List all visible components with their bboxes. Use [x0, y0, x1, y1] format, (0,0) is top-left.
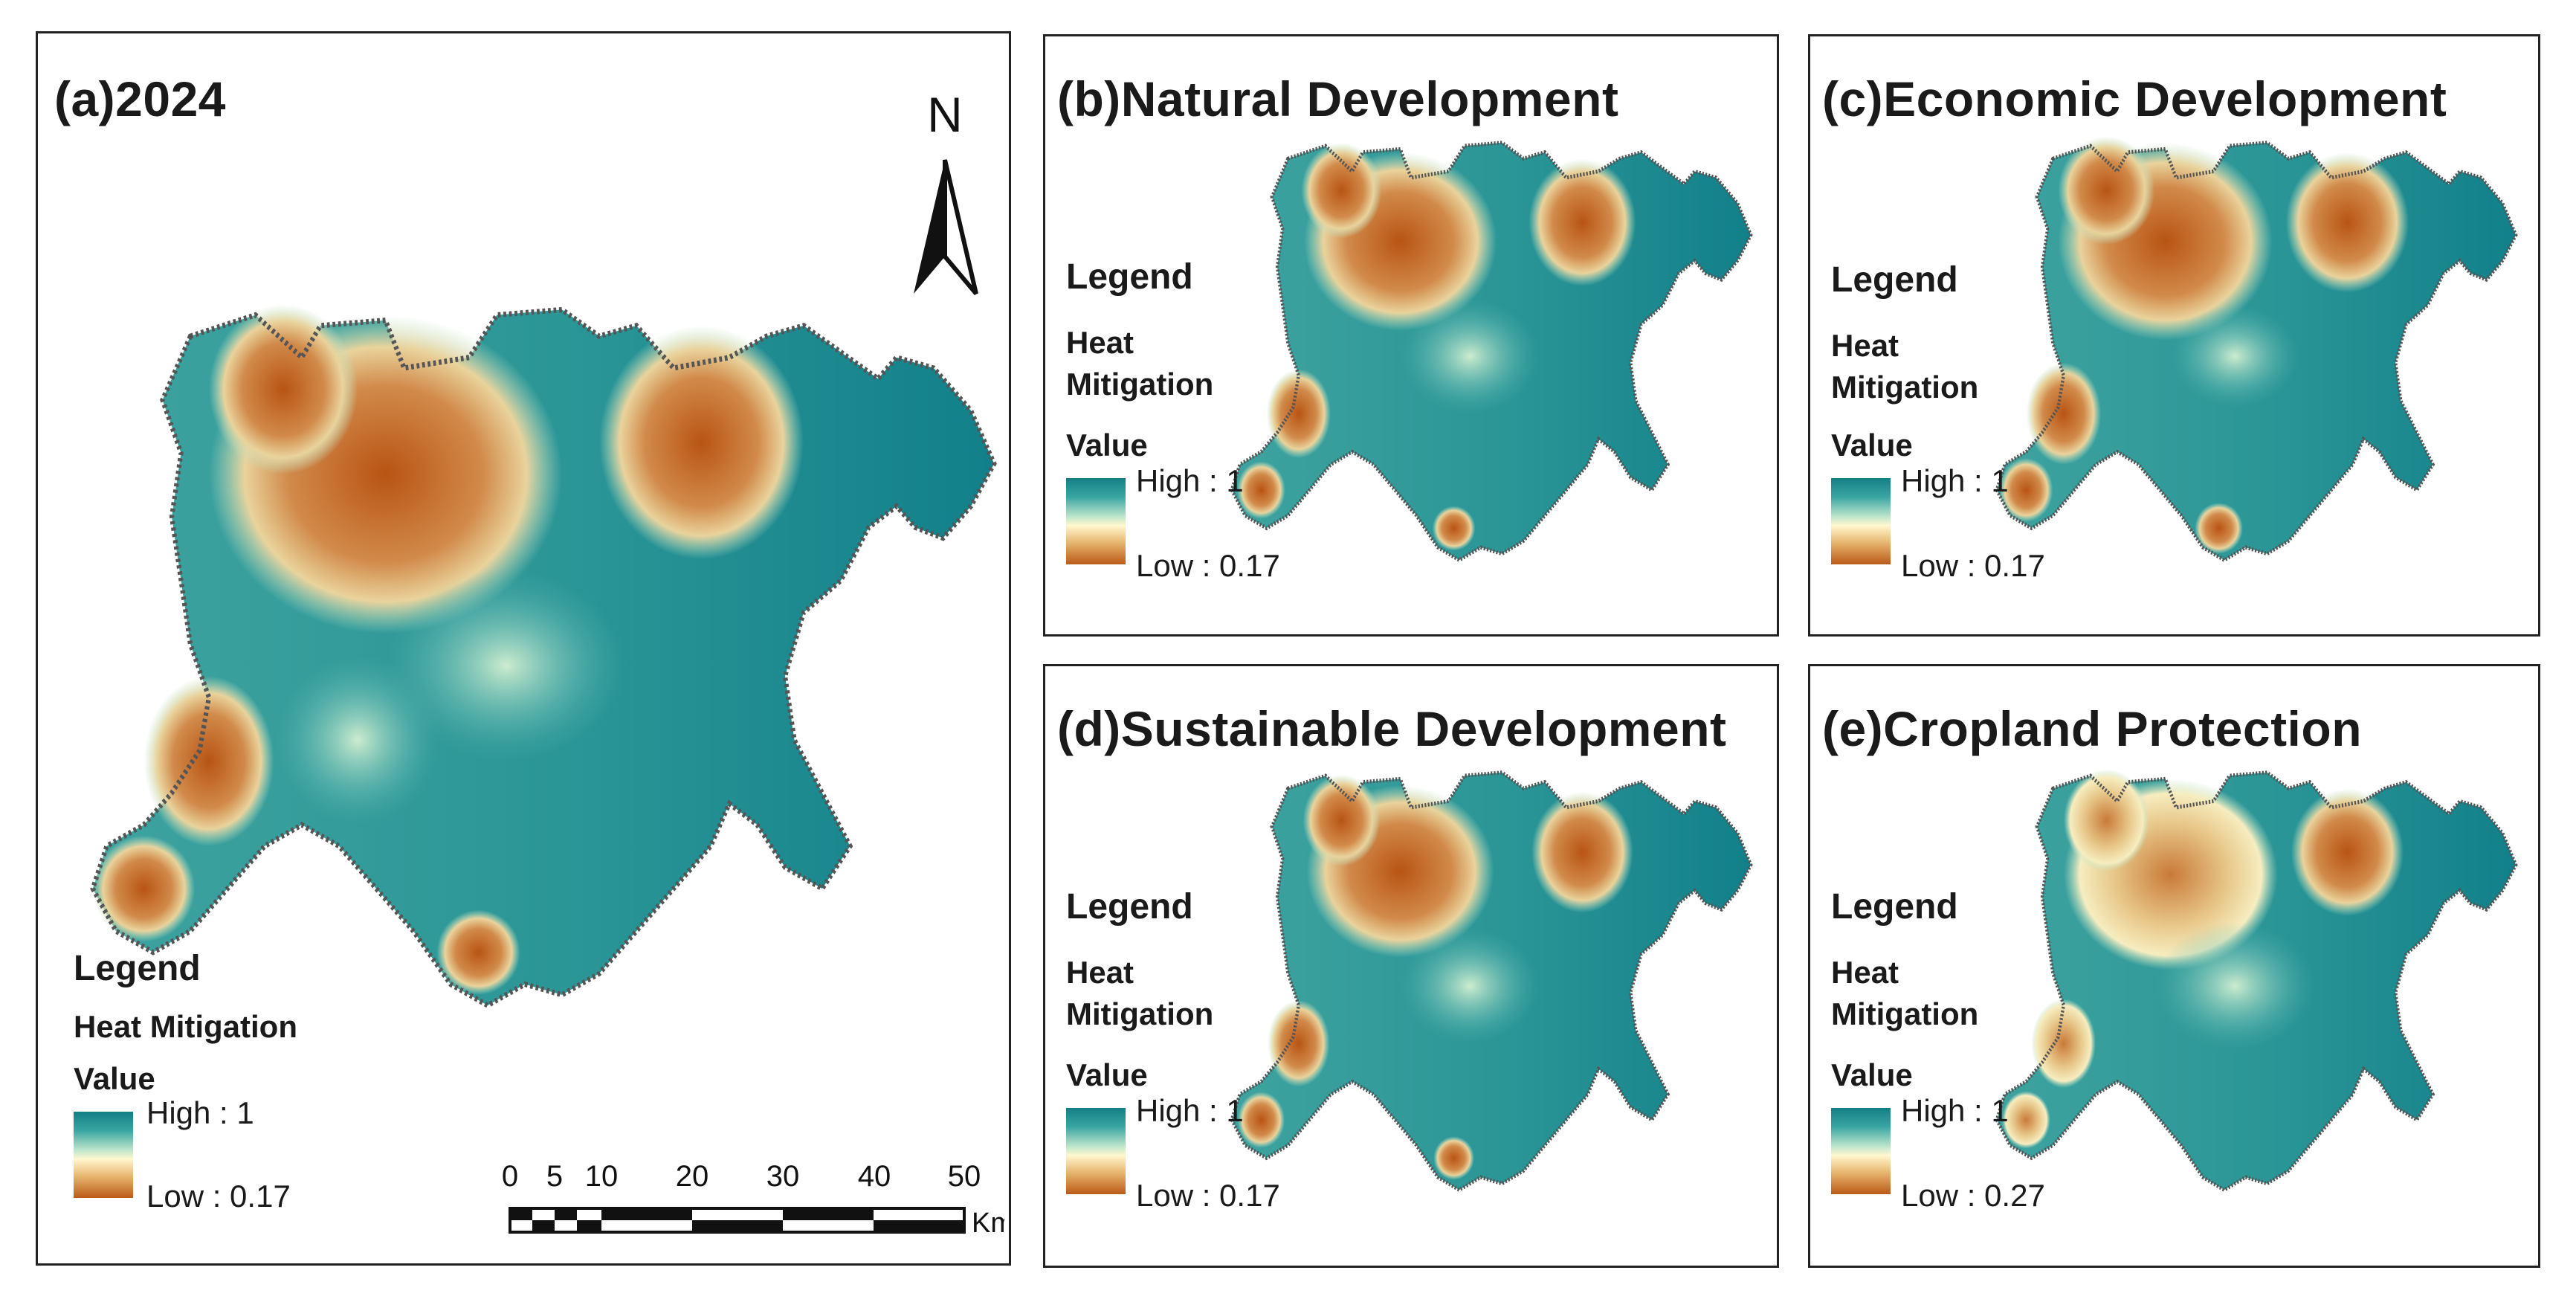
ramp-low-label: Low : 0.17 — [1901, 548, 2045, 583]
scale-tick: 10 — [585, 1160, 619, 1193]
scale-tick: 5 — [546, 1160, 563, 1193]
scale-tick: 20 — [676, 1160, 709, 1193]
color-ramp — [1066, 478, 1126, 564]
legend-field-line1: Heat — [1066, 955, 1134, 990]
legend-field-line1: Heat — [1831, 328, 1899, 363]
north-arrow-icon: N — [914, 87, 978, 295]
heat-map-e — [1989, 769, 2524, 1209]
legend-title: Legend — [1831, 260, 1958, 300]
panel-b: (b)Natural Development Legend Heat Mitig… — [1043, 34, 1779, 637]
scale-bar: 0 5 10 20 30 40 50 Km — [502, 1160, 1004, 1239]
heat-map-b — [1224, 133, 1759, 579]
color-ramp — [74, 1112, 133, 1198]
ramp-high-label: High : 1 — [1136, 1093, 1244, 1128]
heat-map-d — [1224, 763, 1759, 1209]
legend-field: Heat Mitigation — [74, 1009, 297, 1044]
panel-e: (e)Cropland Protection Legend Heat Mitig… — [1808, 664, 2540, 1268]
color-ramp — [1066, 1108, 1126, 1194]
ramp-high-label: High : 1 — [1901, 1093, 2009, 1128]
legend-value-label: Value — [1066, 428, 1148, 463]
scale-tick: 0 — [502, 1160, 518, 1193]
ramp-high-label: High : 1 — [1136, 463, 1244, 498]
legend-title: Legend — [1831, 887, 1958, 927]
panel-title: (d)Sustainable Development — [1057, 701, 1727, 756]
legend-field-line1: Heat — [1066, 325, 1134, 360]
legend-field-line2: Mitigation — [1066, 367, 1214, 402]
scale-tick: 30 — [766, 1160, 800, 1193]
scale-tick: 40 — [858, 1160, 891, 1193]
panel-a: (a)2024 N Legend Heat Mitigation Value H… — [36, 31, 1011, 1266]
legend-value-label: Value — [1066, 1057, 1148, 1092]
panel-d: (d)Sustainable Development Legend Heat M… — [1043, 664, 1779, 1268]
legend-value-label: Value — [1831, 428, 1913, 463]
legend-title: Legend — [1066, 257, 1193, 297]
legend-value-label: Value — [74, 1061, 155, 1096]
legend-field-line2: Mitigation — [1066, 996, 1214, 1031]
panel-title: (b)Natural Development — [1057, 71, 1619, 126]
legend-title: Legend — [74, 949, 201, 988]
panel-title: (e)Cropland Protection — [1822, 701, 2363, 756]
scale-tick: 50 — [948, 1160, 981, 1193]
color-ramp — [1831, 478, 1891, 564]
ramp-low-label: Low : 0.27 — [1901, 1178, 2045, 1213]
legend-field-line2: Mitigation — [1831, 370, 1979, 405]
legend-value-label: Value — [1831, 1057, 1913, 1092]
color-ramp — [1831, 1108, 1891, 1194]
panel-title: (a)2024 — [54, 71, 226, 126]
heat-map-c — [1989, 136, 2524, 579]
ramp-low-label: Low : 0.17 — [146, 1179, 291, 1214]
ramp-high-label: High : 1 — [146, 1095, 254, 1130]
panel-c: (c)Economic Development Legend Heat Miti… — [1808, 34, 2540, 637]
ramp-low-label: Low : 0.17 — [1136, 1178, 1280, 1213]
panel-title: (c)Economic Development — [1822, 71, 2447, 126]
legend-title: Legend — [1066, 887, 1193, 927]
scale-unit: Km — [972, 1208, 1004, 1239]
ramp-low-label: Low : 0.17 — [1136, 548, 1280, 583]
north-label: N — [927, 87, 963, 142]
heat-map-a — [79, 304, 1008, 1037]
legend-field-line1: Heat — [1831, 955, 1899, 990]
legend-field-line2: Mitigation — [1831, 996, 1979, 1031]
ramp-high-label: High : 1 — [1901, 463, 2009, 498]
